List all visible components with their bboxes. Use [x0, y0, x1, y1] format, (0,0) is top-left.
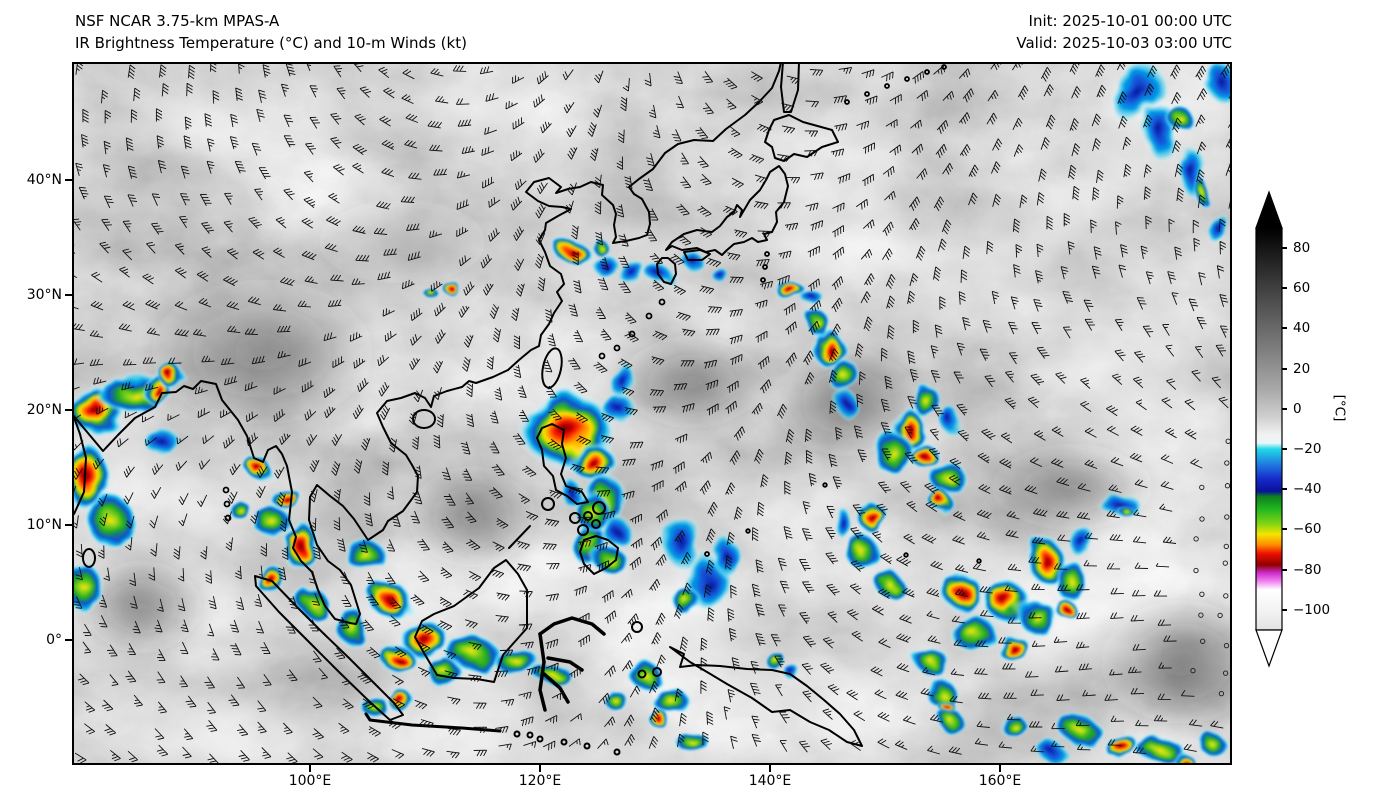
model-title: NSF NCAR 3.75-km MPAS-A: [75, 12, 280, 30]
colorbar-tick-label: 20: [1293, 361, 1311, 377]
colorbar-tick-mark: [1282, 247, 1287, 249]
colorbar-tick-mark: [1282, 488, 1287, 490]
colorbar-tick-mark: [1282, 408, 1287, 410]
lon-tick-label: 160°E: [978, 773, 1022, 789]
colorbar-tick-mark: [1282, 528, 1287, 530]
colorbar-tick-label: 0: [1293, 401, 1302, 417]
lon-tick-mark: [769, 765, 771, 772]
lat-tick-label: 40°N: [26, 172, 62, 188]
colorbar-tick-label: −80: [1293, 562, 1322, 578]
colorbar: [1255, 190, 1283, 668]
colorbar-gradient: [1255, 227, 1283, 631]
colorbar-tick-mark: [1282, 327, 1287, 329]
map-panel: [72, 62, 1232, 765]
valid-time-label: Valid: 2025-10-03 03:00 UTC: [1016, 34, 1232, 52]
convection-layer: [72, 62, 1232, 765]
colorbar-tick-label: −100: [1293, 602, 1331, 618]
colorbar-tick-mark: [1282, 448, 1287, 450]
lon-tick-mark: [539, 765, 541, 772]
product-title: IR Brightness Temperature (°C) and 10-m …: [75, 34, 467, 52]
lat-tick-label: 0°: [46, 632, 62, 648]
ir-cloud-layer: [72, 62, 1232, 765]
map-border: [72, 62, 1232, 765]
lat-tick-mark: [65, 294, 72, 296]
colorbar-extend-max-arrow: [1255, 190, 1283, 229]
lat-tick-mark: [65, 179, 72, 181]
lat-tick-mark: [65, 639, 72, 641]
lat-tick-mark: [65, 409, 72, 411]
colorbar-tick-mark: [1282, 569, 1287, 571]
lat-tick-mark: [65, 524, 72, 526]
colorbar-unit-label: [°C]: [1331, 394, 1348, 422]
init-time-label: Init: 2025-10-01 00:00 UTC: [1028, 12, 1232, 30]
lon-tick-label: 120°E: [518, 773, 562, 789]
colorbar-tick-label: −60: [1293, 521, 1322, 537]
colorbar-tick-label: 60: [1293, 280, 1311, 296]
colorbar-extend-min-arrow: [1255, 629, 1283, 668]
lon-tick-mark: [309, 765, 311, 772]
colorbar-tick-label: 40: [1293, 320, 1311, 336]
map-canvas: [72, 62, 1232, 765]
lat-tick-label: 10°N: [26, 517, 62, 533]
lat-tick-label: 30°N: [26, 287, 62, 303]
lat-tick-label: 20°N: [26, 402, 62, 418]
colorbar-tick-label: −20: [1293, 441, 1322, 457]
wind-barbs-layer: [72, 62, 1232, 765]
colorbar-tick-label: 80: [1293, 240, 1311, 256]
colorbar-tick-mark: [1282, 609, 1287, 611]
lon-tick-label: 140°E: [748, 773, 792, 789]
lon-tick-mark: [999, 765, 1001, 772]
lon-tick-label: 100°E: [288, 773, 332, 789]
colorbar-tick-label: −40: [1293, 481, 1322, 497]
colorbar-tick-mark: [1282, 368, 1287, 370]
colorbar-tick-mark: [1282, 287, 1287, 289]
